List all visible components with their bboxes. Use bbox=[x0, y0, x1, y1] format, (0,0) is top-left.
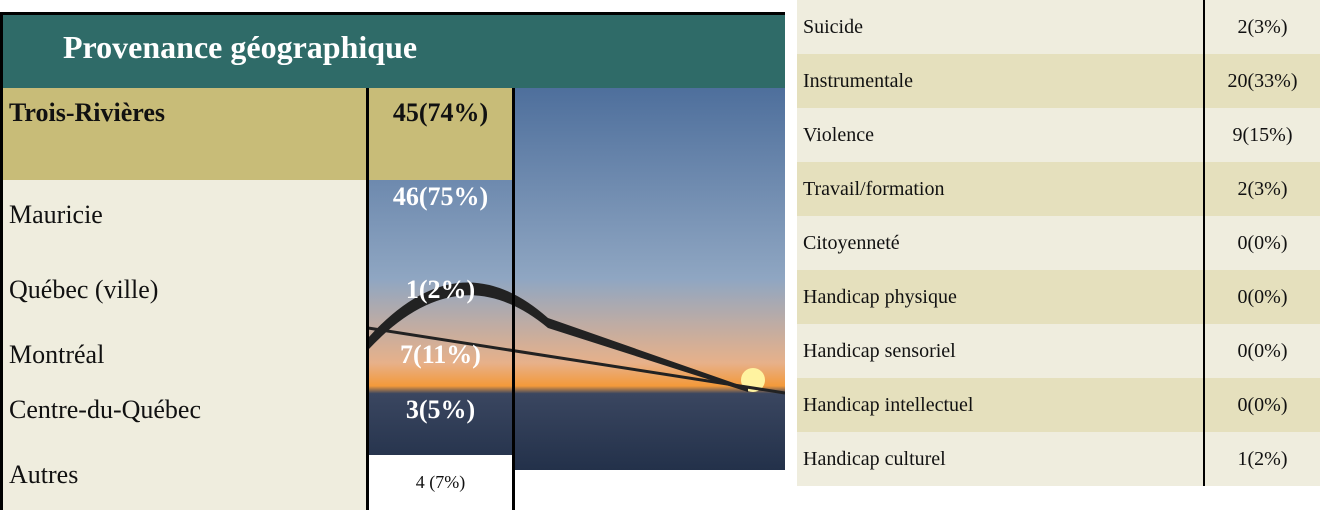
right-value: 0(0%) bbox=[1237, 285, 1288, 308]
row-value: 46(75%) bbox=[392, 182, 489, 211]
row-value: 3(5%) bbox=[405, 395, 476, 424]
right-label: Handicap intellectuel bbox=[797, 378, 1205, 432]
right-row: Travail/formation 2(3%) bbox=[797, 162, 1320, 216]
right-value: 0(0%) bbox=[1237, 339, 1288, 362]
right-row: Handicap physique 0(0%) bbox=[797, 270, 1320, 324]
right-label: Travail/formation bbox=[797, 162, 1205, 216]
row-label: Centre-du-Québec bbox=[3, 380, 366, 440]
right-label: Handicap culturel bbox=[797, 432, 1205, 486]
right-value: 0(0%) bbox=[1237, 393, 1288, 416]
right-value: 2(3%) bbox=[1237, 15, 1288, 38]
right-row: Handicap sensoriel 0(0%) bbox=[797, 324, 1320, 378]
right-label: Handicap sensoriel bbox=[797, 324, 1205, 378]
row-value: 1(2%) bbox=[405, 275, 476, 304]
left-border bbox=[0, 88, 515, 510]
right-row: Citoyenneté 0(0%) bbox=[797, 216, 1320, 270]
row-value: 4 (7%) bbox=[369, 455, 512, 510]
right-value: 1(2%) bbox=[1237, 447, 1288, 470]
row-value: 45(74%) bbox=[369, 88, 512, 180]
row-label: Autres bbox=[3, 440, 366, 510]
row-label: Montréal bbox=[3, 330, 366, 380]
value-col-border bbox=[366, 88, 369, 510]
right-row: Violence 9(15%) bbox=[797, 108, 1320, 162]
right-label: Instrumentale bbox=[797, 54, 1205, 108]
right-value: 20(33%) bbox=[1227, 69, 1298, 92]
header-bar: Provenance géographique bbox=[0, 12, 785, 88]
right-label: Citoyenneté bbox=[797, 216, 1205, 270]
right-value: 0(0%) bbox=[1237, 231, 1288, 254]
right-label: Violence bbox=[797, 108, 1205, 162]
row-label: Mauricie bbox=[3, 180, 366, 250]
header-title: Provenance géographique bbox=[63, 29, 418, 65]
row-label: Trois-Rivières bbox=[3, 88, 366, 180]
right-value: 2(3%) bbox=[1237, 177, 1288, 200]
right-row: Handicap culturel 1(2%) bbox=[797, 432, 1320, 486]
right-row: Handicap intellectuel 0(0%) bbox=[797, 378, 1320, 432]
right-row: Suicide 2(3%) bbox=[797, 0, 1320, 54]
row-label: Québec (ville) bbox=[3, 250, 366, 330]
row-value: 7(11%) bbox=[400, 340, 481, 369]
right-label: Suicide bbox=[797, 0, 1205, 54]
right-row: Instrumentale 20(33%) bbox=[797, 54, 1320, 108]
right-label: Handicap physique bbox=[797, 270, 1205, 324]
right-value: 9(15%) bbox=[1232, 123, 1293, 146]
